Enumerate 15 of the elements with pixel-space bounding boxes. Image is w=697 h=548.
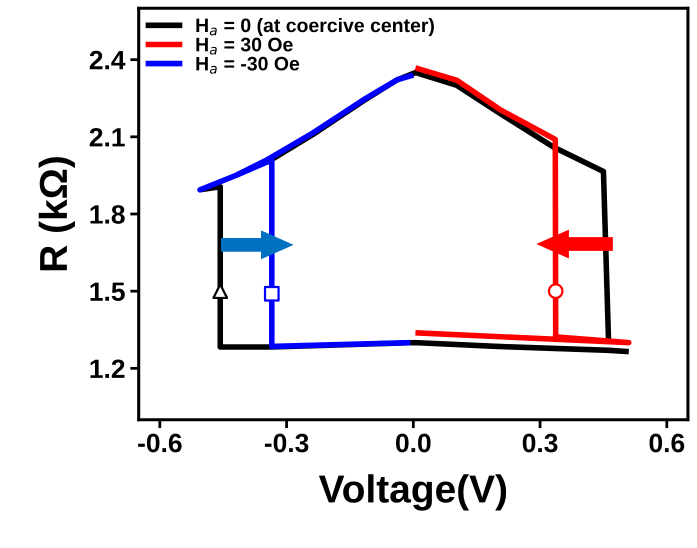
x-tick-label: 0.0 bbox=[396, 434, 431, 452]
y-tick-label: 1.5 bbox=[90, 282, 125, 301]
legend-label: H$_{a}$ = -30 Oe bbox=[196, 56, 300, 74]
x-axis-title: Voltage(V) bbox=[318, 474, 506, 511]
y-axis-title: R (kΩ) bbox=[38, 157, 75, 270]
legend-label: H$_{a}$ = 0 (at coercive center) bbox=[196, 18, 434, 36]
x-tick-label: 0.3 bbox=[522, 434, 558, 452]
x-tick-label: -0.6 bbox=[138, 434, 182, 452]
y-tick-label: 2.1 bbox=[90, 128, 125, 146]
x-tick-label: 0.6 bbox=[650, 434, 684, 452]
y-tick-label: 2.4 bbox=[90, 50, 126, 70]
legend-label: H$_{a}$ = 30 Oe bbox=[196, 38, 293, 55]
y-tick-label: 1.2 bbox=[90, 359, 124, 378]
x-tick-label: -0.3 bbox=[264, 434, 308, 452]
y-tick-label: 1.8 bbox=[90, 205, 125, 224]
